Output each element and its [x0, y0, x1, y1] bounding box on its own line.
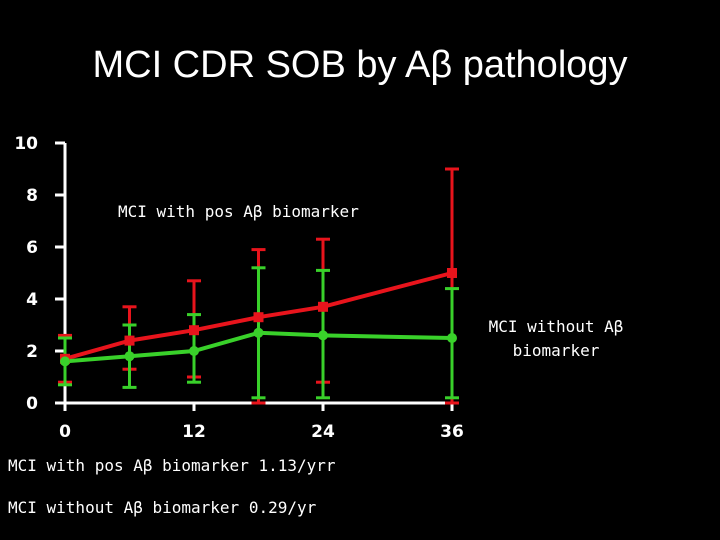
neg-series-line: [64, 330, 453, 364]
pos-data-point: [124, 335, 135, 346]
neg-data-point: [447, 333, 457, 343]
x-tick-label: 12: [182, 422, 206, 442]
y-tick-label: 0: [26, 394, 38, 414]
neg-data-point: [253, 327, 264, 338]
x-tick-label: 36: [440, 422, 464, 442]
series-annotations: MCI with pos Aβ biomarker MCI without Aβ b…: [118, 202, 623, 360]
y-tick-label: 10: [14, 134, 38, 154]
pos-series-label: MCI with pos Aβ biomarker: [118, 202, 359, 221]
series-lines: [64, 271, 453, 364]
y-tick-label: 6: [26, 238, 38, 258]
series-markers: [60, 268, 457, 367]
neg-series-label-line1: MCI without Aβ: [489, 317, 624, 336]
pos-data-point: [189, 325, 199, 336]
pos-data-point: [253, 312, 264, 323]
neg-series-label-line2: biomarker: [513, 341, 600, 360]
pos-series-line: [64, 271, 453, 361]
rate-neg-text: MCI without Aβ biomarker 0.29/yr: [8, 498, 317, 517]
y-tick-label: 8: [26, 186, 38, 206]
rate-pos-text: MCI with pos Aβ biomarker 1.13/yrr: [8, 456, 336, 475]
neg-data-point: [189, 346, 199, 356]
pos-data-point: [447, 268, 457, 278]
x-tick-label: 24: [311, 422, 335, 442]
neg-data-point: [124, 351, 135, 362]
y-tick-label: 4: [26, 290, 38, 310]
y-tick-label: 2: [26, 342, 38, 362]
pos-data-point: [318, 301, 328, 312]
chart-title: MCI CDR SOB by Aβ pathology: [92, 44, 628, 86]
error-bars: [58, 167, 459, 405]
x-tick-label: 0: [59, 422, 71, 442]
neg-data-point: [318, 330, 328, 341]
neg-data-point: [60, 356, 70, 367]
